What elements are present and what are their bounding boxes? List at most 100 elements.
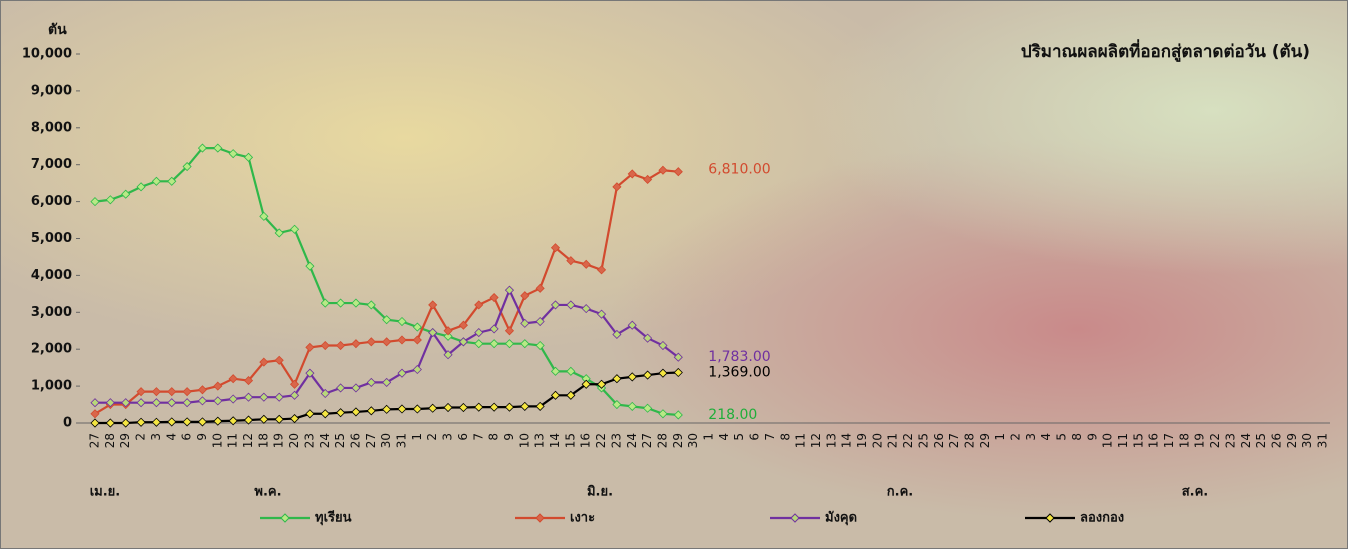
x-tick-label: 20 [287,433,301,448]
x-tick-label: 26 [348,433,362,448]
x-tick-label: 8 [778,433,792,441]
x-tick-label: 21 [886,433,900,448]
x-tick-label: 7 [471,433,485,441]
legend-label: เงาะ [570,511,595,526]
x-tick-label: 27 [947,433,961,448]
x-tick-label: 29 [978,433,992,448]
x-tick-label: 23 [1223,433,1237,448]
x-tick-label: 9 [1085,433,1099,441]
x-tick-label: 23 [302,433,316,448]
x-tick-label: 4 [164,433,178,441]
x-tick-label: 22 [1208,433,1222,448]
y-tick-label: 10,000 [22,47,72,62]
legend-label: ลองกอง [1080,511,1124,526]
x-tick-label: 13 [533,433,547,448]
x-tick-label: 29 [118,433,132,448]
x-tick-label: 19 [855,433,869,448]
x-tick-label: 30 [1300,433,1314,448]
x-tick-label: 30 [686,433,700,448]
y-tick-label: 0 [63,416,72,431]
legend-label: ทุเรียน [315,510,352,526]
x-tick-label: 6 [748,433,762,441]
chart-title: ปริมาณผลผลิตที่ออกสู่ตลาดต่อวัน (ตัน) [1021,39,1310,63]
x-tick-label: 25 [916,433,930,448]
x-tick-label: 27 [364,433,378,448]
value-label: 218.00 [708,407,757,423]
x-tick-label: 31 [395,433,409,448]
y-tick-label: 3,000 [31,305,72,320]
y-tick-label: 4,000 [31,268,72,283]
y-tick-label: 9,000 [31,83,72,98]
x-tick-label: 3 [441,433,455,441]
x-tick-label: 24 [1239,433,1253,448]
x-tick-label: 24 [625,433,639,448]
x-tick-label: 11 [794,433,808,448]
y-axis-label: ตัน [48,22,67,38]
x-tick-label: 1 [993,433,1007,441]
x-tick-label: 19 [1193,433,1207,448]
x-tick-label: 22 [594,433,608,448]
x-tick-label: 3 [149,433,163,441]
y-tick-label: 1,000 [31,379,72,394]
x-tick-label: 19 [272,433,286,448]
x-tick-label: 1 [702,433,716,441]
x-tick-label: 2 [1009,433,1023,441]
x-tick-label: 4 [1039,433,1053,441]
x-tick-label: 12 [809,433,823,448]
x-tick-label: 25 [333,433,347,448]
legend-label: มังคุด [825,511,857,526]
x-tick-label: 29 [671,433,685,448]
x-tick-label: 15 [563,433,577,448]
x-tick-label: 11 [1116,433,1130,448]
y-tick-label: 6,000 [31,194,72,209]
x-tick-label: 15 [1131,433,1145,448]
chart: ปริมาณผลผลิตที่ออกสู่ตลาดต่อวัน (ตัน) ตั… [0,0,1348,549]
x-tick-label: 24 [318,433,332,448]
x-tick-label: 20 [870,433,884,448]
month-label: มิ.ย. [587,485,613,500]
x-tick-label: 22 [901,433,915,448]
x-tick-label: 18 [1177,433,1191,448]
month-label: พ.ค. [254,485,281,500]
x-tick-label: 11 [226,433,240,448]
x-tick-label: 26 [932,433,946,448]
x-tick-label: 29 [1285,433,1299,448]
x-tick-label: 13 [824,433,838,448]
x-tick-label: 10 [517,433,531,448]
x-tick-label: 27 [640,433,654,448]
page: ปริมาณผลผลิตที่ออกสู่ตลาดต่อวัน (ตัน) ตั… [0,0,1348,549]
x-tick-label: 23 [609,433,623,448]
x-tick-label: 14 [548,433,562,448]
y-tick-label: 2,000 [31,342,72,357]
x-tick-label: 28 [103,433,117,448]
x-tick-label: 1 [410,433,424,441]
x-tick-label: 2 [134,433,148,441]
y-tick-label: 5,000 [31,231,72,246]
x-tick-label: 17 [1162,433,1176,448]
month-label: เม.ย. [90,485,121,500]
x-tick-label: 8 [1070,433,1084,441]
x-tick-label: 4 [717,433,731,441]
x-tick-label: 9 [502,433,516,441]
x-tick-label: 28 [962,433,976,448]
x-tick-label: 6 [456,433,470,441]
x-tick-label: 28 [655,433,669,448]
x-tick-label: 6 [180,433,194,441]
x-tick-label: 12 [241,433,255,448]
y-tick-label: 8,000 [31,120,72,135]
x-tick-label: 3 [1024,433,1038,441]
background-tint [1,1,1347,548]
x-tick-label: 25 [1254,433,1268,448]
x-tick-label: 8 [487,433,501,441]
x-tick-label: 7 [763,433,777,441]
x-tick-label: 27 [88,433,102,448]
x-tick-label: 2 [425,433,439,441]
x-tick-label: 9 [195,433,209,441]
x-tick-label: 18 [256,433,270,448]
y-tick-label: 7,000 [31,157,72,172]
month-label: ส.ค. [1182,485,1209,500]
value-label: 1,369.00 [708,364,770,380]
x-tick-label: 16 [1147,433,1161,448]
x-tick-label: 5 [1055,433,1069,441]
x-tick-label: 16 [579,433,593,448]
